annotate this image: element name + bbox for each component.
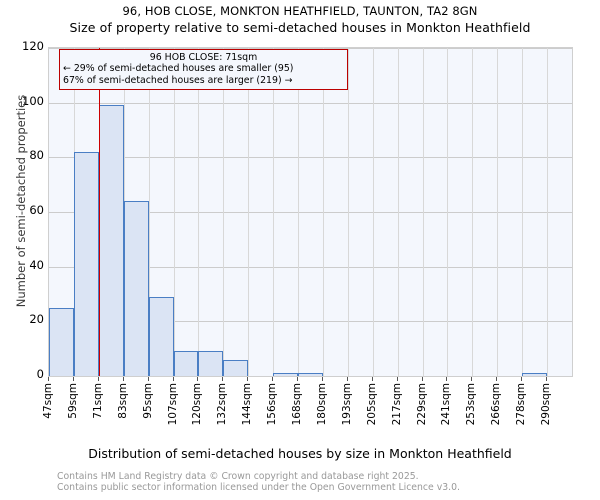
x-axis-tick-label: 193sqm — [340, 383, 353, 426]
attribution-footer: Contains HM Land Registry data © Crown c… — [57, 471, 587, 493]
x-axis-tick-mark — [471, 377, 473, 381]
x-axis-tick-mark — [421, 377, 423, 381]
grid-line-vertical — [472, 48, 474, 376]
x-axis-tick-label: 217sqm — [390, 383, 403, 426]
histogram-bar — [223, 359, 249, 376]
x-axis-tick-mark — [147, 377, 149, 381]
x-axis-tick-mark — [521, 377, 523, 381]
x-axis-tick-label: 180sqm — [315, 383, 328, 426]
grid-line-vertical — [497, 48, 499, 376]
x-axis-tick-label: 266sqm — [490, 383, 503, 426]
grid-line-vertical — [148, 48, 150, 376]
x-axis-tick-mark — [321, 377, 323, 381]
histogram-bar — [173, 351, 199, 376]
grid-line-vertical — [248, 48, 250, 376]
x-axis-tick-mark — [346, 377, 348, 381]
x-axis-tick-mark — [272, 377, 274, 381]
grid-line-vertical — [223, 48, 225, 376]
histogram-bar — [123, 201, 149, 376]
x-axis-tick-mark — [247, 377, 249, 381]
x-axis-tick-label: 156sqm — [266, 383, 279, 426]
x-axis-tick-label: 290sqm — [540, 383, 553, 426]
histogram-bar — [522, 373, 548, 376]
y-axis-tick-label: 20 — [29, 312, 44, 327]
y-axis-title: Number of semi-detached properties — [14, 94, 28, 308]
grid-line-vertical — [298, 48, 300, 376]
histogram-bar — [298, 373, 323, 376]
grid-line-vertical — [273, 48, 275, 376]
x-axis-tick-label: 241sqm — [440, 383, 453, 426]
x-axis-tick-mark — [122, 377, 124, 381]
annotation-line-3: 67% of semi-detached houses are larger (… — [63, 74, 293, 86]
property-annotation-box: 96 HOB CLOSE: 71sqm ← 29% of semi-detach… — [59, 49, 348, 91]
y-axis-tick-label: 100 — [22, 93, 44, 108]
grid-line-vertical — [372, 48, 374, 376]
x-axis-tick-mark — [297, 377, 299, 381]
x-axis-tick-mark — [496, 377, 498, 381]
histogram-bar — [98, 105, 124, 376]
grid-line-horizontal — [49, 157, 572, 159]
x-axis-title: Distribution of semi-detached houses by … — [88, 446, 512, 461]
grid-line-vertical — [447, 48, 449, 376]
x-axis-tick-mark — [48, 377, 49, 381]
histogram-bar — [198, 351, 224, 376]
x-axis-tick-label: 253sqm — [465, 383, 478, 426]
x-axis-tick-mark — [546, 377, 548, 381]
x-axis-tick-label: 278sqm — [515, 383, 528, 426]
grid-line-horizontal — [49, 321, 572, 323]
y-axis-tick-label: 60 — [29, 203, 44, 217]
annotation-line-2: ← 29% of semi-detached houses are smalle… — [63, 63, 294, 75]
x-axis-tick-mark — [396, 377, 398, 381]
x-axis-tick-mark — [172, 377, 174, 381]
footer-line-1: Contains HM Land Registry data © Crown c… — [57, 471, 419, 482]
y-axis-tick-label: 0 — [36, 367, 44, 381]
histogram-bar — [49, 307, 74, 376]
x-axis-tick-label: 144sqm — [241, 383, 254, 426]
histogram-bar — [73, 151, 99, 376]
x-axis-tick-label: 83sqm — [116, 383, 129, 419]
x-axis-tick-label: 47sqm — [42, 383, 54, 419]
grid-line-vertical — [347, 48, 349, 376]
property-size-marker-line — [98, 48, 101, 376]
grid-line-vertical — [173, 48, 175, 376]
x-axis-tick-mark — [371, 377, 373, 381]
x-axis-tick-label: 95sqm — [141, 383, 154, 419]
histogram-bar — [148, 296, 174, 376]
page-title: 96, HOB CLOSE, MONKTON HEATHFIELD, TAUNT… — [122, 4, 478, 18]
grid-line-vertical — [198, 48, 200, 376]
grid-line-vertical — [547, 48, 549, 376]
x-axis-tick-label: 205sqm — [365, 383, 378, 426]
x-axis-tick-label: 120sqm — [191, 383, 204, 426]
x-axis-tick-label: 168sqm — [291, 383, 304, 426]
histogram-bar — [273, 373, 299, 376]
grid-line-vertical — [322, 48, 324, 376]
x-axis-tick-mark — [446, 377, 448, 381]
y-axis-tick-label: 120 — [22, 39, 44, 53]
x-axis-tick-label: 59sqm — [66, 383, 79, 419]
grid-line-horizontal — [49, 48, 572, 49]
grid-line-horizontal — [49, 266, 572, 268]
x-axis-tick-label: 132sqm — [216, 383, 229, 426]
page-subtitle: Size of property relative to semi-detach… — [69, 20, 531, 35]
annotation-line-1: 96 HOB CLOSE: 71sqm — [149, 52, 258, 63]
x-axis-tick-mark — [72, 377, 74, 381]
x-axis-tick-label: 71sqm — [91, 383, 104, 419]
chart-plot-area — [48, 47, 573, 377]
grid-line-vertical — [397, 48, 399, 376]
grid-line-vertical — [422, 48, 424, 376]
x-axis-tick-mark — [222, 377, 224, 381]
x-axis-tick-label: 229sqm — [415, 383, 428, 426]
grid-line-horizontal — [49, 102, 572, 104]
grid-line-horizontal — [49, 212, 572, 213]
x-axis-tick-label: 107sqm — [166, 383, 179, 426]
y-axis-tick-label: 40 — [29, 257, 44, 272]
x-axis-tick-mark — [97, 377, 99, 381]
grid-line-vertical — [522, 48, 524, 376]
y-axis-tick-label: 80 — [29, 148, 44, 163]
x-axis-tick-mark — [197, 377, 199, 381]
footer-line-2: Contains public sector information licen… — [57, 482, 460, 493]
